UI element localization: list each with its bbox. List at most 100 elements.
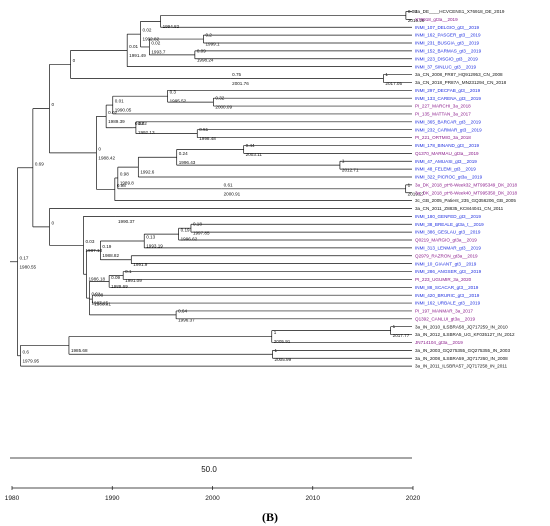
leaf-label: INMI_162_PASGER_gt3__2019 <box>415 33 481 38</box>
leaf-label: INMI_37_SINLUC_gt3__2019 <box>415 64 476 69</box>
support-value: 0.02 <box>151 40 160 45</box>
leaf-label: INMI_10_GIAANT_gt3__2019 <box>415 261 477 266</box>
support-value: 0.02 <box>138 121 147 126</box>
scale-bar-label: 50.0 <box>201 465 217 474</box>
axis-tick-label: 2000 <box>205 495 220 502</box>
leaf-labels: 3a_DE____HCVCENS1_X76918_DE_2019 X76918_g… <box>415 9 518 369</box>
support-value: 0.75 <box>232 72 241 77</box>
node-date: 1979.95 <box>23 358 40 363</box>
leaf-label: Q2979_RAZRON_gt3a__2019 <box>415 253 478 258</box>
leaf-label: INMI_232_CARMAR_gt3__2019 <box>415 127 482 132</box>
leaf-label: INMI_420_BRURIC_gt3__2019 <box>415 293 480 298</box>
leaf-label: Q0219_MARGIO_gt3a__2019 <box>415 238 477 243</box>
support-value: 0.2 <box>205 33 212 38</box>
leaf-label: INMI_133_CARENA_gt3__2019 <box>415 96 481 101</box>
support-value: 0.69 <box>35 161 44 166</box>
node-date: 1988.42 <box>98 155 115 160</box>
node-date: 1992.6 <box>140 170 154 175</box>
support-value: 0.98 <box>117 183 126 188</box>
support-value: 0 <box>98 146 101 151</box>
support-value: 1 <box>342 159 345 164</box>
leaf-label: INMI_313_LENMAR_gt3__2019 <box>415 246 481 251</box>
node-date: 1980.55 <box>20 264 37 269</box>
leaf-label: 3a_IN_2008_ILSBRA59_JQ717260_IN_2008 <box>415 356 508 361</box>
support-value: 0.01 <box>115 99 124 104</box>
support-value: 1 <box>408 182 411 187</box>
node-date: 1985.68 <box>71 348 88 353</box>
leaf-label: PI_135_MATTAN_3a_2017 <box>415 112 471 117</box>
support-value: 1 <box>275 348 278 353</box>
support-value: 0.13 <box>146 235 155 240</box>
support-value: 0.02 <box>135 121 144 126</box>
node-date: 1990.37 <box>118 219 135 224</box>
leaf-label: INMI_231_BUSGIA_gt3__2019 <box>415 41 480 46</box>
axis-tick-label: 1980 <box>5 495 20 502</box>
support-value: 0.32 <box>215 96 224 101</box>
leaf-label: 3a_IN_2012_ILSBRA5_UG_KF035127_IN_2012 <box>415 332 515 337</box>
node-date: 2005.91 <box>274 339 291 344</box>
node-date: 2000.09 <box>215 105 232 110</box>
leaf-label: PI_227_MARCHI_3a_2018 <box>415 104 471 109</box>
node-date: 2001.76 <box>232 81 249 86</box>
leaf-label: INMI_365_BARCAR_gt3__2019 <box>415 119 481 124</box>
tree-branches <box>10 11 412 367</box>
support-value: 0.01 <box>129 44 138 49</box>
node-date: 1989.39 <box>108 119 125 124</box>
node-date: 2017.77 <box>393 333 410 338</box>
leaf-label: JN714104_gt3a__2019 <box>415 340 463 345</box>
leaf-label: PI_223_UGUMIR_3a_2020 <box>415 277 472 282</box>
support-value: 0.02 <box>108 110 117 115</box>
leaf-label: INMI_88_SCACAR_gt3__2019 <box>415 285 479 290</box>
node-date: 1989.69 <box>111 284 128 289</box>
leaf-label: INMI_162_URBALE_gt3__2019 <box>415 301 481 306</box>
leaf-label: INMI_107_DELGIO_gt3__2019 <box>415 25 480 30</box>
support-value: 0.08 <box>94 293 103 298</box>
support-value: 0.98 <box>120 171 129 176</box>
node-date: 1992.82 <box>143 37 160 42</box>
support-value: 0.02 <box>143 28 152 33</box>
node-date: 1997.85 <box>193 231 210 236</box>
leaf-label: PI_197_MANMAR_3a_2017 <box>415 309 473 314</box>
support-value: 0 <box>51 102 54 107</box>
leaf-label: INMI_178_BINAND_gt3__2019 <box>415 143 480 148</box>
leaf-label: 3c_GB_2005_Patient_235_GQ356206_GB_2005 <box>415 198 516 203</box>
leaf-label: INMI_47_AMUASI_gt3__2019 <box>415 159 477 164</box>
support-value: 0.08 <box>408 9 417 14</box>
node-date: 1991.9 <box>133 262 147 267</box>
support-value: 0.24 <box>179 151 188 156</box>
axis-tick-label: 2010 <box>306 495 321 502</box>
support-value: 0.44 <box>246 143 255 148</box>
support-value: 1 <box>393 324 396 329</box>
leaf-label: 3a_DE____HCVCENS1_X76918_DE_2019 <box>415 9 505 14</box>
node-date: 1991.09 <box>125 278 142 283</box>
leaf-label: PI_221_ORTMIG_3a_2018 <box>415 135 471 140</box>
node-date: 2019.27 <box>408 191 425 196</box>
leaf-label: INMI_286_ANGSER_gt3__2019 <box>415 269 482 274</box>
leaf-label: 3a_CN_2018_PR87A_MN231294_CN_2018 <box>415 80 507 85</box>
node-date: 2000.91 <box>224 191 241 196</box>
time-axis: 1980 1990 2000 2010 2020 <box>5 486 421 502</box>
axis-tick-label: 2020 <box>406 495 421 502</box>
leaf-label: 3a_CN_2011_Z8835_KC844041_CN_2011 <box>415 206 504 211</box>
leaf-label: Q1392_CANLUI_gt3a__2019 <box>415 316 475 321</box>
leaf-label: 3a_IN_2010_ILSBRA58_JQ717259_IN_2010 <box>415 324 508 329</box>
leaf-label: INMI_223_DISGIO_gt3__2019 <box>415 56 478 61</box>
axis-tick-label: 1990 <box>105 495 120 502</box>
support-value: 0.01 <box>91 292 100 297</box>
node-date: 1988.01 <box>94 302 111 307</box>
support-value: 0.17 <box>20 255 29 260</box>
leaf-label: 3a_CN_2008_FR87_HQ912953_CN_2008 <box>415 72 503 77</box>
node-date: 1996.62 <box>181 237 198 242</box>
node-date: 1993.7 <box>151 49 165 54</box>
leaf-label: 3a_IN_2011_ILSBRA57_JQ717258_IN_2011 <box>415 364 507 369</box>
node-date: 1996.37 <box>178 317 195 322</box>
node-date: 1994.82 <box>163 24 180 29</box>
support-value: 0.03 <box>85 239 94 244</box>
panel-label: (B) <box>262 510 278 524</box>
node-date: 1990.05 <box>115 108 132 113</box>
leaf-label: INMI_386_GESLAU_gt3__2019 <box>415 230 481 235</box>
leaf-label: 3a_IN_2003_GQ275355_GQ275355_IN_2003 <box>415 348 510 353</box>
node-date: 1995.52 <box>170 99 187 104</box>
support-value: 0 <box>51 220 54 225</box>
leaf-label: INMI_48_FELEMI_gt3__2019 <box>415 167 476 172</box>
